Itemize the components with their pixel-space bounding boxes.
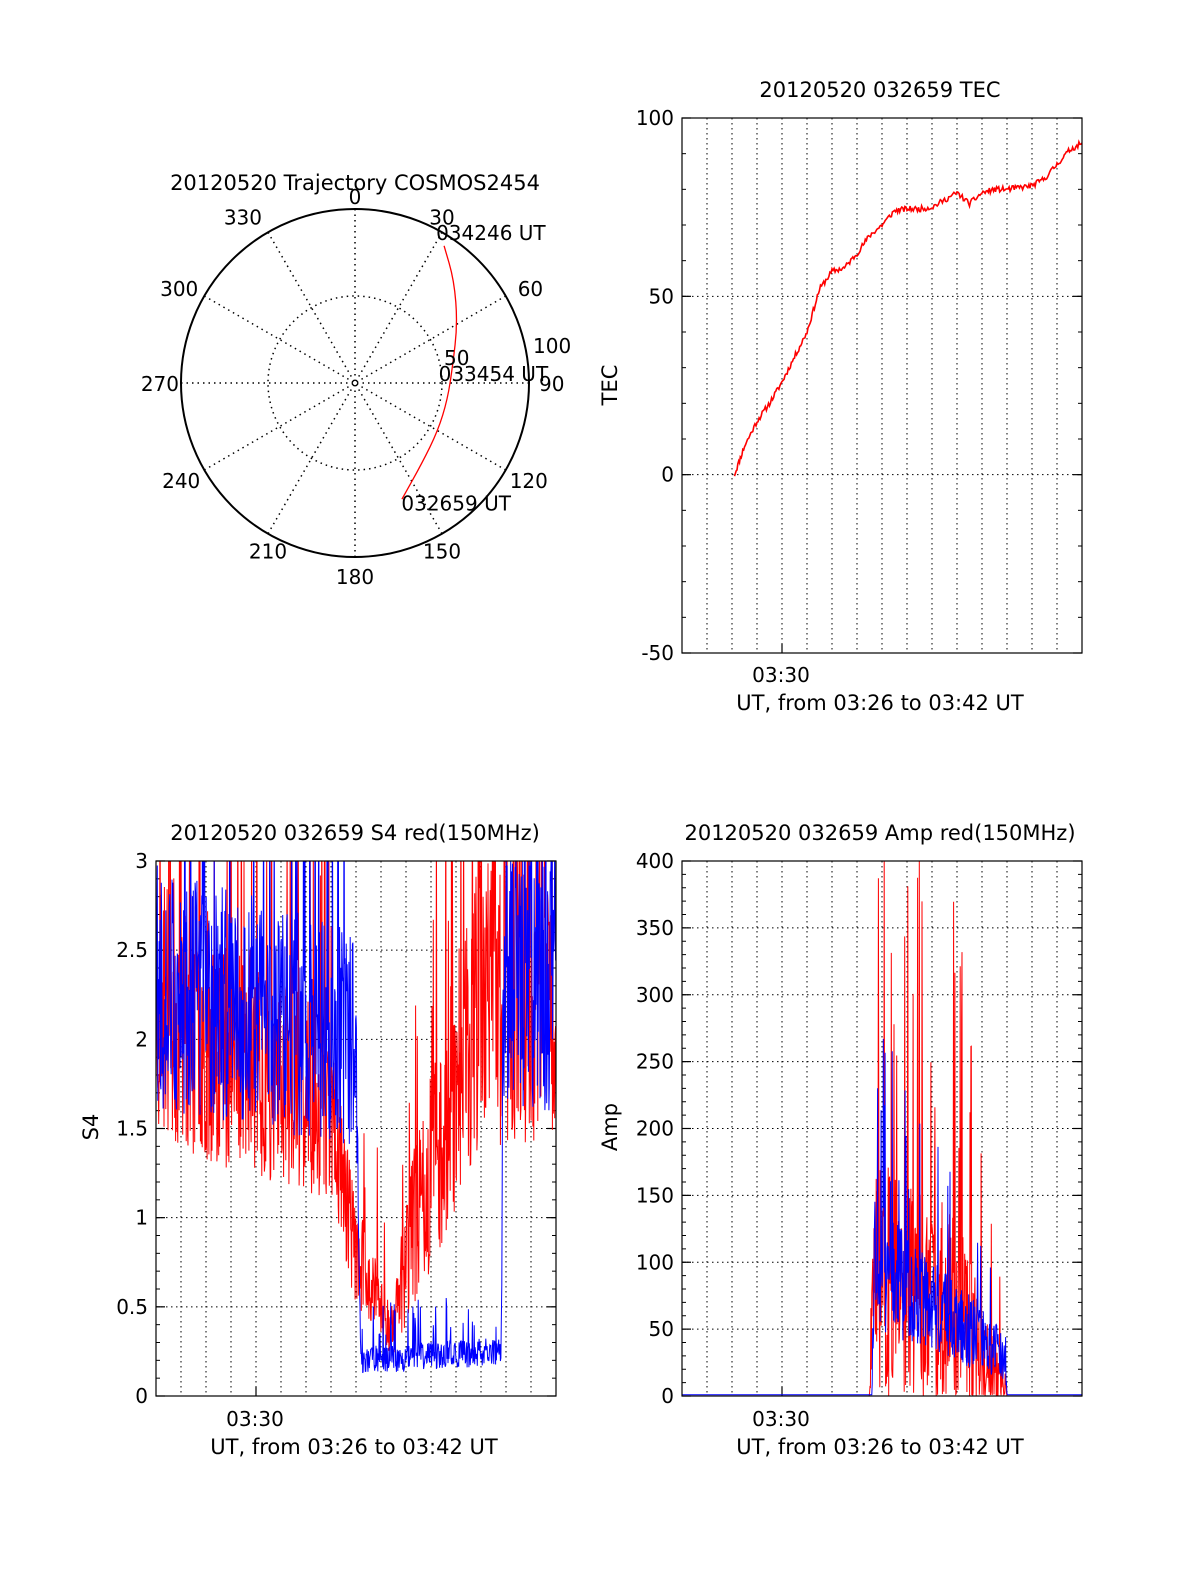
polar-angle-30: 30 xyxy=(429,205,454,229)
tec-axes: 100 50 0 -50 xyxy=(636,106,1083,665)
ytick-label: 50 xyxy=(649,1317,674,1341)
ytick-label: 0 xyxy=(661,463,674,487)
polar-angle-210: 210 xyxy=(249,540,287,564)
series-line xyxy=(156,861,556,1374)
polar-angle-120: 120 xyxy=(510,469,548,493)
polar-ring-50 xyxy=(267,295,443,471)
radius-label-100: 100 xyxy=(533,334,571,358)
ytick-label: 2 xyxy=(135,1027,148,1051)
s4-plot: 20120520 032659 S4 red(150MHz) S4 UT, fr… xyxy=(79,821,557,1459)
polar-angle-90: 90 xyxy=(539,372,564,396)
ytick-label: -50 xyxy=(641,641,674,665)
tec-title: 20120520 032659 TEC xyxy=(759,78,1000,102)
polar-angle-labels: 0 30 60 90 120 150 180 210 240 270 300 330 xyxy=(141,185,565,589)
annotation-start-time: 032659 UT xyxy=(401,492,511,516)
tec-xtick-0330: 03:30 xyxy=(752,663,810,687)
polar-angle-60: 60 xyxy=(518,277,543,301)
ytick-label: 50 xyxy=(649,284,674,308)
polar-angle-300: 300 xyxy=(160,277,198,301)
polar-track-line xyxy=(401,245,458,500)
polar-angle-270: 270 xyxy=(141,372,179,396)
polar-title: 20120520 Trajectory COSMOS2454 xyxy=(170,171,540,195)
ytick-label: 3 xyxy=(135,849,148,873)
series-line xyxy=(682,1038,1082,1396)
amp-title: 20120520 032659 Amp red(150MHz) xyxy=(684,821,1075,845)
plot-frame xyxy=(681,860,1083,1397)
ytick-label: 2.5 xyxy=(116,938,148,962)
series-line xyxy=(733,139,1082,477)
ytick-label: 1.5 xyxy=(116,1117,148,1141)
annotation-mid-time: 033454 UT xyxy=(439,362,549,386)
ytick-label: 300 xyxy=(636,983,674,1007)
ytick-label: 150 xyxy=(636,1183,674,1207)
amp-xlabel: UT, from 03:26 to 03:42 UT xyxy=(736,1435,1024,1459)
polar-spoke xyxy=(267,231,443,535)
amp-ylabel: Amp xyxy=(598,1103,622,1151)
polar-trajectory xyxy=(401,245,458,500)
polar-angle-150: 150 xyxy=(423,540,461,564)
ytick-label: 0 xyxy=(661,1384,674,1408)
s4-axes: 3 2.5 2 1.5 1 0.5 0 xyxy=(116,849,557,1408)
s4-xtick-0330: 03:30 xyxy=(226,1407,284,1431)
ytick-label: 250 xyxy=(636,1050,674,1074)
polar-grid xyxy=(180,208,530,558)
polar-trajectory-plot: 20120520 Trajectory COSMOS2454 0 30 60 90 12… xyxy=(141,171,571,589)
plot-frame xyxy=(155,860,557,1397)
ytick-label: 350 xyxy=(636,916,674,940)
polar-angle-330: 330 xyxy=(224,205,262,229)
amp-axes: 400 350 300 250 200 150 100 50 0 xyxy=(636,849,1083,1408)
s4-title: 20120520 032659 S4 red(150MHz) xyxy=(170,821,540,845)
series-line xyxy=(682,861,1082,1396)
tec-xlabel: UT, from 03:26 to 03:42 UT xyxy=(736,691,1024,715)
ytick-label: 0.5 xyxy=(116,1295,148,1319)
polar-angle-0: 0 xyxy=(349,185,362,209)
plot-frame xyxy=(681,117,1083,654)
amp-plot: 20120520 032659 Amp red(150MHz) Amp UT, … xyxy=(598,821,1083,1459)
ytick-label: 400 xyxy=(636,849,674,873)
ytick-label: 1 xyxy=(135,1206,148,1230)
s4-ylabel: S4 xyxy=(79,1114,103,1141)
ytick-label: 100 xyxy=(636,1250,674,1274)
radius-label-50: 50 xyxy=(444,346,469,370)
ytick-label: 0 xyxy=(135,1384,148,1408)
polar-angle-240: 240 xyxy=(162,469,200,493)
annotation-end-time: 034246 UT xyxy=(436,221,546,245)
amp-xtick-0330: 03:30 xyxy=(752,1407,810,1431)
polar-angle-180: 180 xyxy=(336,565,374,589)
ytick-label: 100 xyxy=(636,106,674,130)
ytick-label: 200 xyxy=(636,1117,674,1141)
tec-plot: 20120520 032659 TEC TEC UT, from 03:26 t… xyxy=(598,78,1083,715)
polar-spoke xyxy=(267,231,443,535)
tec-ylabel: TEC xyxy=(598,365,622,407)
s4-xlabel: UT, from 03:26 to 03:42 UT xyxy=(210,1435,498,1459)
